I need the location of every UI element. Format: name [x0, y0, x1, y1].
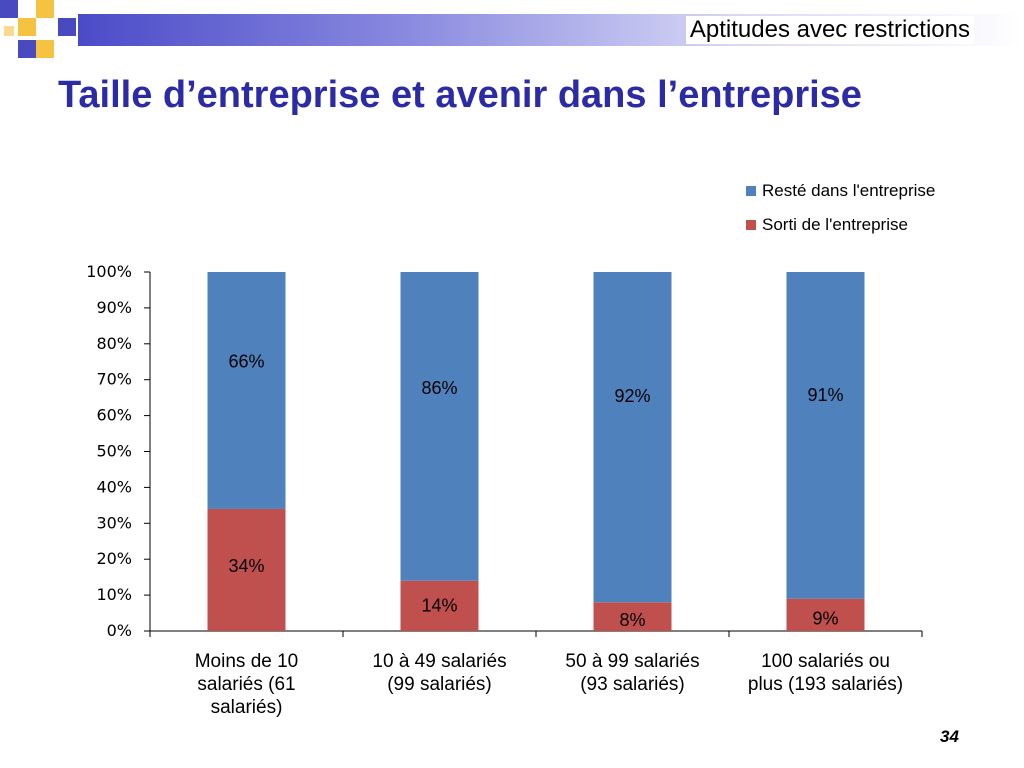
- deco-square-gold: [36, 0, 54, 18]
- bar-segment: [207, 508, 286, 631]
- bar-segment: [593, 272, 672, 603]
- page-title: Taille d’entreprise et avenir dans l’ent…: [58, 74, 862, 116]
- legend-label: Sorti de l'entreprise: [762, 215, 908, 234]
- deco-square-purple: [0, 0, 18, 18]
- data-label: 66%: [228, 352, 264, 372]
- deco-square-purple: [18, 40, 36, 58]
- y-tick-label: 80%: [96, 334, 132, 353]
- bar-segment: [207, 272, 286, 509]
- x-category-label: salariés): [211, 697, 283, 718]
- deco-square-gold: [18, 18, 36, 36]
- y-tick-label: 40%: [96, 477, 132, 496]
- data-label: 8%: [619, 610, 645, 630]
- bar-segment: [400, 272, 479, 581]
- data-label: 34%: [228, 556, 264, 576]
- data-label: 91%: [807, 385, 843, 405]
- y-tick-label: 90%: [96, 298, 132, 317]
- deco-square-gold: [4, 26, 14, 36]
- bar-segment: [786, 598, 865, 631]
- x-category-label: 100 salariés ou: [761, 651, 890, 672]
- corner-decoration: [0, 0, 76, 58]
- x-category-label: plus (193 salariés): [748, 674, 903, 695]
- y-tick-label: 30%: [96, 513, 132, 532]
- data-label: 86%: [421, 378, 457, 398]
- legend-swatch: [746, 220, 756, 230]
- header-topic: Aptitudes avec restrictions: [685, 16, 974, 44]
- x-category-label: salariés (61: [197, 674, 295, 695]
- x-category-label: (93 salariés): [580, 674, 685, 695]
- legend-label: Resté dans l'entreprise: [762, 181, 935, 200]
- y-tick-label: 70%: [96, 370, 132, 389]
- bar-segment: [786, 272, 865, 599]
- data-label: 14%: [421, 595, 457, 615]
- y-tick-label: 10%: [96, 585, 132, 604]
- bar-segment: [593, 602, 672, 631]
- deco-square-gold: [36, 40, 54, 58]
- data-label: 9%: [812, 608, 838, 628]
- legend-swatch: [746, 186, 756, 196]
- data-label: 92%: [614, 386, 650, 406]
- y-tick-label: 20%: [96, 549, 132, 568]
- y-tick-label: 100%: [86, 262, 132, 281]
- x-category-label: Moins de 10: [195, 651, 299, 672]
- slide-number: 34: [940, 727, 959, 746]
- bar-segment: [400, 580, 479, 631]
- deco-square-purple: [58, 18, 76, 36]
- x-category-label: 50 à 99 salariés: [565, 651, 699, 672]
- y-tick-label: 0%: [107, 621, 132, 640]
- y-tick-label: 60%: [96, 406, 132, 425]
- y-tick-label: 50%: [96, 442, 132, 461]
- x-category-label: 10 à 49 salariés: [372, 651, 506, 672]
- x-category-label: (99 salariés): [387, 674, 492, 695]
